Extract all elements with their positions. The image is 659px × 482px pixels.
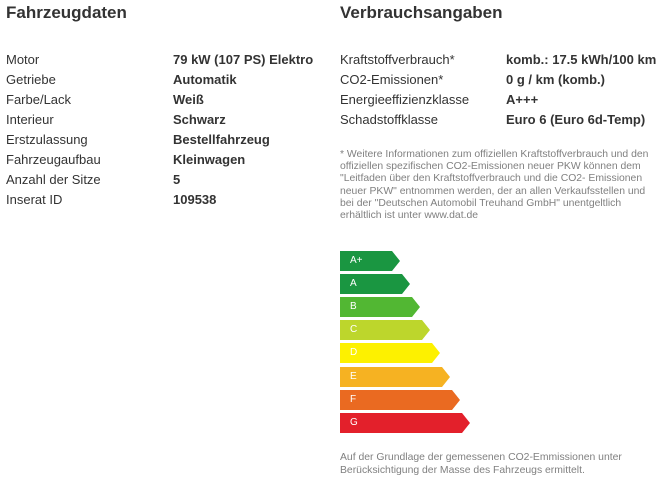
energy-class-c-arrow: C	[340, 320, 430, 341]
energy-arrow-shape	[340, 389, 460, 410]
energy-arrow-shape	[340, 343, 440, 364]
verbrauch-label: Energieeffizienzklasse	[340, 92, 470, 107]
energy-class-e-arrow: E	[340, 366, 450, 387]
verbrauch-title: Verbrauchsangaben	[340, 3, 503, 22]
verbrauch-note: * Weitere Informationen zum offiziellen …	[340, 149, 649, 222]
fahrzeug-label: Fahrzeugaufbau	[6, 152, 101, 167]
fahrzeug-value: Kleinwagen	[173, 152, 246, 167]
energy-class-f-arrow: F	[340, 389, 460, 410]
energy-class-g-arrow: G	[340, 412, 470, 433]
verbrauch-label: Schadstoffklasse	[340, 112, 439, 127]
fahrzeug-label: Interieur	[6, 112, 54, 127]
energy-class-a-plus-arrow: A+	[340, 251, 400, 271]
energy-arrow-shape	[340, 320, 430, 341]
energy-class-label: E	[350, 370, 357, 382]
verbrauch-value: Euro 6 (Euro 6d-Temp)	[506, 112, 646, 127]
fahrzeug-label: Motor	[6, 52, 40, 67]
energy-class-label: D	[350, 347, 358, 359]
energy-class-label: G	[350, 416, 358, 428]
fahrzeug-label: Getriebe	[6, 72, 56, 87]
energy-class-label: C	[350, 324, 358, 336]
fahrzeug-value: Bestellfahrzeug	[173, 132, 270, 147]
energy-arrow-shape	[340, 366, 450, 387]
fahrzeug-label: Inserat ID	[6, 192, 63, 207]
fahrzeug-value: 5	[173, 172, 181, 187]
verbrauch-label: Kraftstoffverbrauch*	[340, 52, 455, 67]
energy-class-a-arrow: A	[340, 274, 410, 295]
fahrzeug-label: Erstzulassung	[6, 132, 88, 147]
energy-class-b-arrow: B	[340, 297, 420, 318]
fahrzeug-value: Weiß	[173, 92, 204, 107]
energy-class-label: A	[350, 278, 357, 290]
fahrzeug-value: 109538	[173, 192, 217, 207]
energy-arrow-shape	[340, 297, 420, 318]
energy-class-label: F	[350, 393, 357, 405]
energy-arrow-shape	[340, 251, 400, 271]
energy-class-label: A+	[350, 255, 363, 266]
energy-class-label: B	[350, 301, 357, 313]
fahrzeug-label: Farbe/Lack	[6, 92, 72, 107]
energy-class-d-arrow: D	[340, 343, 440, 364]
verbrauch-label: CO2-Emissionen*	[340, 72, 444, 87]
energy-footnote: Auf der Grundlage der gemessenen CO2-Emm…	[340, 452, 622, 476]
verbrauch-value: komb.: 17.5 kWh/100 km	[506, 52, 657, 67]
fahrzeugdaten-title: Fahrzeugdaten	[6, 3, 127, 22]
energy-arrow-shape	[340, 412, 470, 433]
fahrzeug-value: 79 kW (107 PS) Elektro	[173, 52, 314, 67]
verbrauch-value: A+++	[506, 92, 539, 107]
fahrzeug-label: Anzahl der Sitze	[6, 172, 101, 187]
fahrzeug-value: Schwarz	[173, 112, 226, 127]
fahrzeug-value: Automatik	[173, 72, 237, 87]
verbrauch-value: 0 g / km (komb.)	[506, 72, 605, 87]
energy-arrow-shape	[340, 274, 410, 295]
